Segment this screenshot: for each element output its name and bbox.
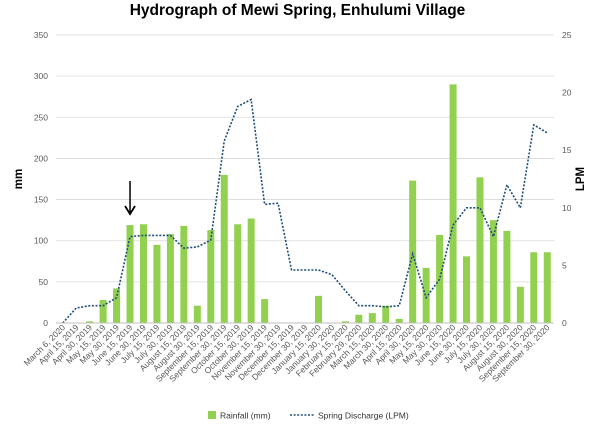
rainfall-bar bbox=[422, 267, 430, 323]
y-tick-label-left: 350 bbox=[34, 30, 48, 40]
y-tick-label-left: 200 bbox=[34, 153, 48, 163]
rainfall-bar bbox=[220, 174, 228, 323]
annotations bbox=[124, 181, 136, 216]
rainfall-bar bbox=[368, 313, 376, 323]
y-tick-label-left: 250 bbox=[34, 112, 48, 122]
y-tick-label-left: 300 bbox=[34, 71, 48, 81]
spring-discharge-line bbox=[62, 98, 548, 324]
rainfall-bar bbox=[395, 318, 403, 323]
rainfall-bar bbox=[436, 234, 444, 323]
y-tick-label-left: 100 bbox=[34, 236, 48, 246]
y-tick-label-right: 20 bbox=[562, 88, 572, 98]
rainfall-bar bbox=[234, 224, 242, 323]
rainfall-bar bbox=[341, 321, 349, 323]
rainfall-bar bbox=[166, 234, 174, 323]
y-tick-label-right: 10 bbox=[562, 203, 572, 213]
rainfall-bar bbox=[113, 288, 121, 323]
rainfall-bar bbox=[355, 314, 363, 323]
rainfall-bar bbox=[314, 295, 322, 323]
rainfall-bar bbox=[99, 299, 107, 323]
rainfall-bar bbox=[126, 225, 134, 323]
legend-label-discharge: Spring Discharge (LPM) bbox=[318, 411, 409, 421]
rainfall-bar bbox=[180, 225, 188, 323]
rainfall-bar bbox=[463, 256, 471, 323]
y-axis-title-right: LPM bbox=[575, 167, 587, 191]
y-tick-label-right: 5 bbox=[562, 260, 567, 270]
y-tick-label-left: 150 bbox=[34, 195, 48, 205]
rainfall-bar bbox=[86, 321, 94, 323]
y-axis-title-left: mm bbox=[13, 169, 25, 189]
y-tick-label-right: 25 bbox=[562, 30, 572, 40]
rainfall-bar bbox=[449, 84, 457, 323]
rainfall-bars bbox=[86, 84, 551, 323]
rainfall-bar bbox=[476, 177, 484, 323]
chart-title: Hydrograph of Mewi Spring, Enhulumi Vill… bbox=[129, 2, 466, 19]
rainfall-bar bbox=[153, 244, 161, 323]
rainfall-bar bbox=[193, 305, 201, 323]
legend-label-rainfall: Rainfall (mm) bbox=[220, 411, 271, 421]
rainfall-bar bbox=[139, 224, 147, 323]
annotation-arrow-head bbox=[124, 205, 136, 216]
y-tick-label-left: 0 bbox=[43, 318, 48, 328]
rainfall-bar bbox=[530, 252, 538, 323]
legend-swatch-rainfall bbox=[208, 411, 216, 419]
rainfall-bar bbox=[261, 299, 269, 323]
rainfall-bar bbox=[503, 230, 511, 323]
rainfall-bar bbox=[382, 305, 390, 323]
y-tick-label-right: 0 bbox=[562, 318, 567, 328]
rainfall-bar bbox=[543, 252, 551, 323]
rainfall-bar bbox=[489, 220, 497, 323]
legend: Rainfall (mm) Spring Discharge (LPM) bbox=[208, 411, 409, 421]
y-tick-label-left: 50 bbox=[39, 277, 49, 287]
rainfall-bar bbox=[516, 286, 524, 323]
rainfall-bar bbox=[207, 230, 215, 323]
discharge-line bbox=[62, 98, 548, 324]
rainfall-bar bbox=[247, 218, 255, 323]
y-tick-label-right: 15 bbox=[562, 145, 572, 155]
